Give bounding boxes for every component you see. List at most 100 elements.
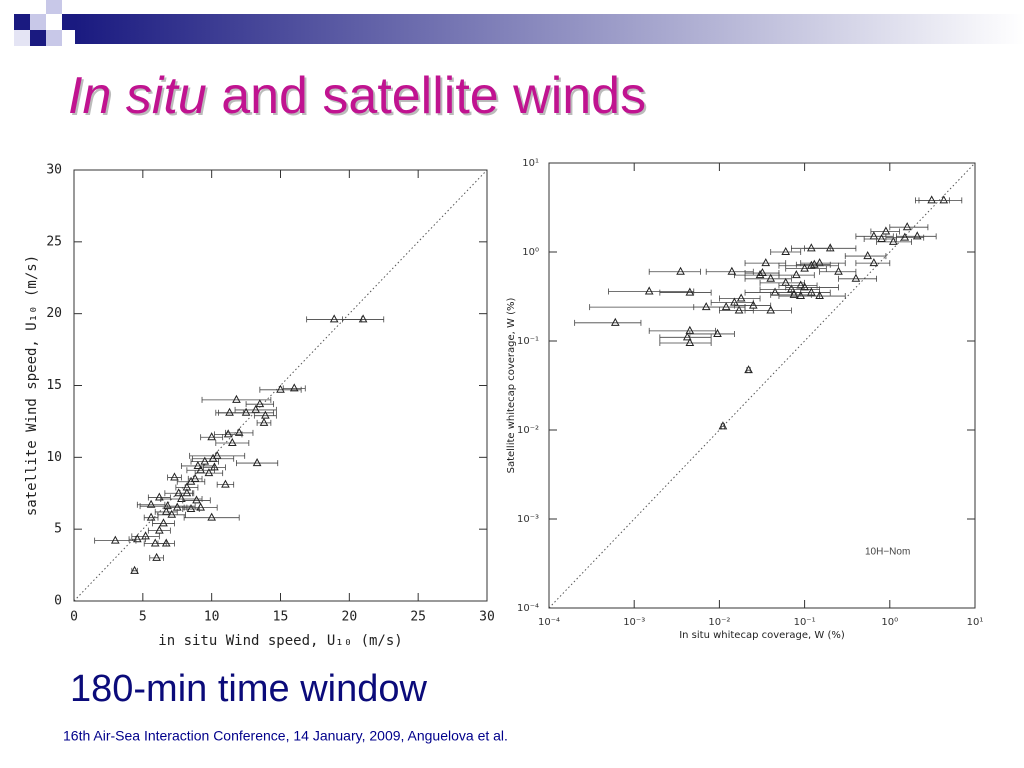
- error-bar: [744, 260, 787, 267]
- error-bar: [770, 249, 802, 255]
- error-bar: [648, 268, 701, 275]
- error-bar: [154, 508, 178, 515]
- point: [676, 266, 685, 275]
- error-bar: [152, 520, 175, 527]
- point: [186, 503, 196, 513]
- error-bar: [863, 235, 897, 242]
- error-bar: [659, 339, 712, 346]
- error-bar: [147, 527, 171, 534]
- y-tick-label: 30: [46, 163, 62, 178]
- error-bar: [245, 401, 275, 408]
- point: [744, 365, 753, 374]
- point: [736, 293, 746, 302]
- error-bar: [659, 289, 712, 296]
- point: [755, 270, 765, 279]
- point: [210, 462, 219, 471]
- caption: 180-min time window: [70, 668, 427, 710]
- point: [155, 492, 164, 501]
- point: [227, 437, 237, 446]
- point: [234, 427, 244, 436]
- point: [781, 277, 791, 286]
- error-bar: [259, 386, 302, 393]
- x-axis-label: in situ Wind speed, U₁₀ (m/s): [158, 633, 402, 649]
- error-bar: [855, 233, 894, 240]
- footer: 16th Air-Sea Interaction Conference, 14 …: [63, 728, 508, 744]
- slide-title: In situ and satellite winds: [68, 67, 646, 125]
- point: [939, 195, 949, 204]
- point: [223, 429, 233, 438]
- error-bar: [183, 514, 240, 521]
- point: [877, 233, 886, 242]
- point: [221, 479, 230, 488]
- point: [358, 314, 368, 323]
- error-bar: [282, 385, 306, 392]
- point: [809, 259, 819, 268]
- point: [902, 222, 912, 231]
- error-bar: [203, 464, 226, 471]
- x-tick-label: 15: [273, 610, 289, 625]
- point: [207, 432, 217, 441]
- error-bar: [791, 245, 831, 252]
- point: [682, 332, 692, 341]
- point: [851, 273, 861, 282]
- x-tick-label: 25: [410, 610, 426, 625]
- error-bar: [214, 431, 243, 438]
- error-bar: [179, 490, 195, 497]
- error-bar: [574, 319, 642, 326]
- error-bar: [183, 504, 218, 511]
- x-tick-label: 30: [479, 610, 495, 625]
- error-bar: [819, 268, 857, 275]
- y-axis-label: Satellite whitecap coverage, W (%): [506, 297, 517, 473]
- point: [252, 458, 262, 467]
- point: [800, 282, 809, 291]
- x-tick-label: 10⁻⁴: [538, 617, 560, 628]
- point: [869, 258, 879, 267]
- y-tick-label: 10: [46, 450, 62, 465]
- y-tick-label: 20: [46, 306, 62, 321]
- point: [276, 384, 285, 393]
- error-bar: [215, 439, 250, 446]
- error-bar: [157, 540, 175, 547]
- point: [758, 268, 767, 277]
- point: [685, 337, 695, 346]
- point: [159, 518, 168, 527]
- point: [734, 305, 744, 314]
- point: [781, 246, 791, 255]
- error-bar: [191, 455, 235, 462]
- point: [748, 300, 758, 309]
- x-tick-label: 20: [342, 610, 358, 625]
- point: [807, 243, 816, 252]
- point: [789, 289, 799, 298]
- point: [170, 472, 179, 481]
- y-tick-label: 10⁻³: [517, 514, 539, 525]
- error-bar: [215, 409, 244, 416]
- error-bar: [182, 497, 211, 504]
- error-bar: [201, 396, 272, 403]
- point: [207, 512, 217, 521]
- point: [261, 410, 270, 419]
- x-tick-label: 0: [70, 610, 78, 625]
- point: [761, 258, 771, 267]
- x-tick-label: 10⁻²: [708, 617, 730, 628]
- point: [610, 317, 620, 326]
- point: [881, 226, 891, 235]
- error-bar: [785, 284, 839, 291]
- x-tick-label: 10⁻¹: [794, 617, 816, 628]
- error-bar: [256, 419, 272, 426]
- point: [200, 456, 210, 465]
- y-tick-label: 10⁻⁴: [517, 603, 539, 614]
- point: [232, 394, 241, 403]
- error-bar: [915, 197, 950, 204]
- point: [792, 270, 801, 279]
- point: [155, 525, 164, 534]
- point: [927, 195, 937, 204]
- y-tick-label: 10¹: [522, 158, 539, 169]
- point: [192, 495, 201, 504]
- annotation: 10H−Nom: [865, 547, 910, 558]
- point: [225, 407, 234, 416]
- point: [110, 535, 120, 544]
- point: [146, 512, 156, 521]
- x-tick-label: 10¹: [967, 617, 984, 628]
- y-tick-label: 10⁻²: [517, 425, 539, 436]
